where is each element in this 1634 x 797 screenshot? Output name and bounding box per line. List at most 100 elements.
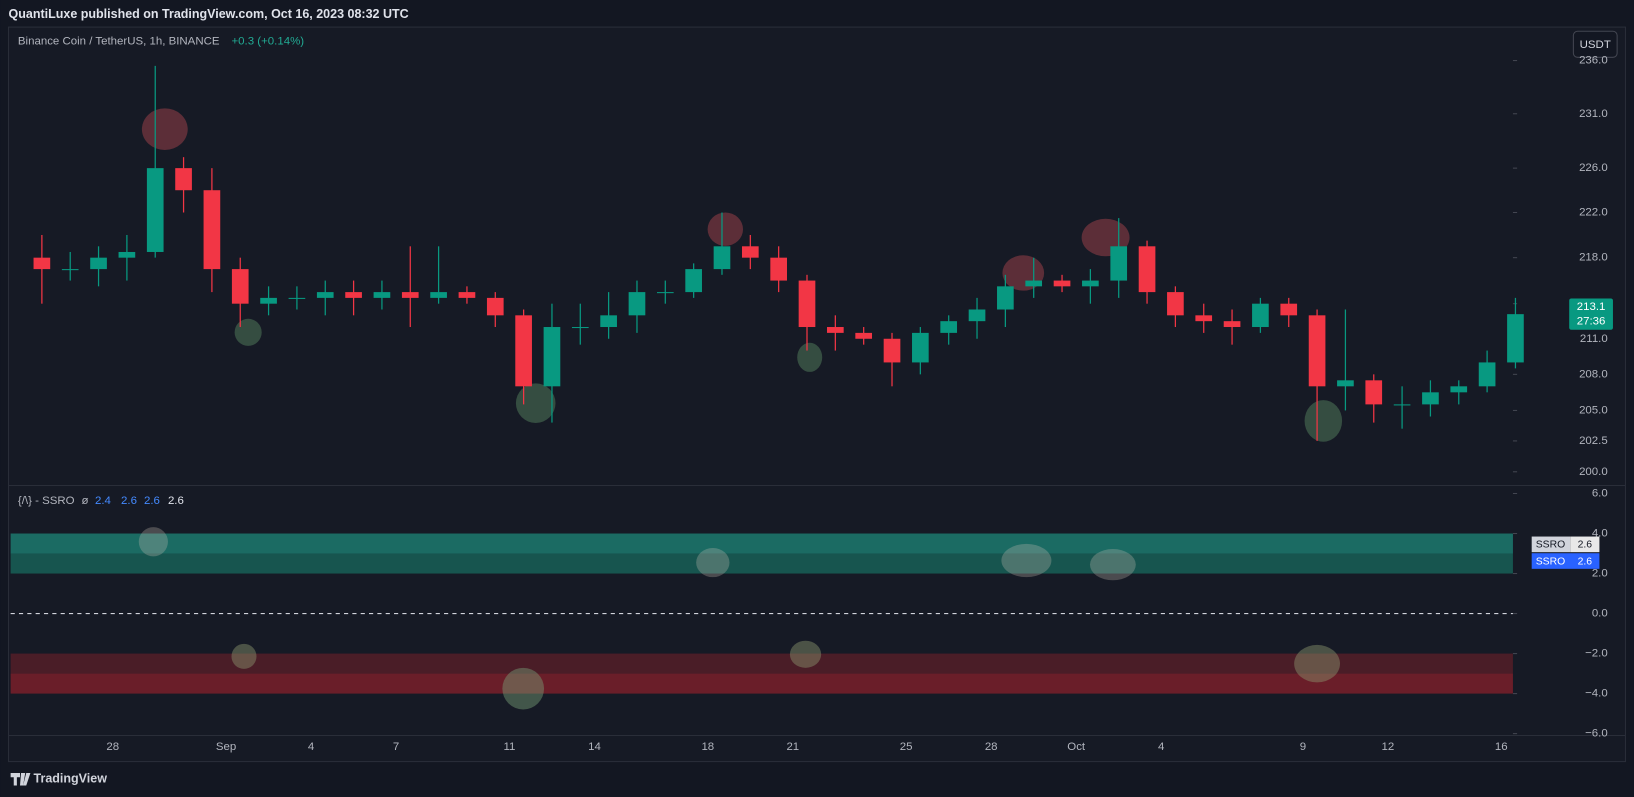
y-tick-label: −4.0 [1585, 688, 1608, 700]
candle-body [968, 309, 986, 322]
x-tick-label: 25 [900, 741, 913, 753]
candle-body [430, 292, 447, 298]
candle-body [515, 315, 532, 387]
chart-frame [8, 26, 1626, 763]
candle-body [458, 292, 476, 298]
candle-body [316, 292, 334, 298]
price-change: +0.3 (+0.14%) [231, 36, 304, 48]
candle-body [855, 332, 873, 339]
candle-body [912, 332, 929, 363]
osc-low [231, 643, 257, 669]
osc-low [1294, 644, 1340, 683]
logo-text: TradingView [34, 772, 108, 786]
currency[interactable]: USDT [1580, 39, 1611, 51]
pivot-low [515, 383, 556, 423]
pivot-high [141, 108, 188, 151]
candle-body [1478, 362, 1496, 387]
series-label-bg [1531, 536, 1571, 553]
candle-body [1167, 292, 1184, 316]
candle-body [543, 327, 561, 387]
countdown: 27:36 [1577, 315, 1606, 327]
symbol: Binance Coin / TetherUS, 1h, BINANCE [18, 36, 220, 48]
candle-body [288, 297, 306, 299]
x-tick-label: 11 [504, 741, 516, 753]
currency-button[interactable] [1572, 30, 1618, 58]
candle-body [1422, 392, 1439, 405]
y-tick-label: 208.0 [1579, 368, 1608, 380]
series-label-bg [1531, 553, 1600, 569]
pivot-low [797, 342, 823, 372]
osc-high [696, 548, 730, 578]
candle-body [656, 292, 674, 294]
y-tick-label: 4.0 [1592, 528, 1608, 540]
indicator-current: 2.6 [168, 495, 184, 507]
candle-body [770, 257, 787, 281]
y-tick-label: 200.0 [1579, 466, 1608, 478]
level-band [10, 533, 1513, 554]
candle-body [61, 269, 79, 271]
last-price-box [1569, 298, 1613, 330]
candle-body [373, 292, 391, 298]
level-band [10, 653, 1513, 674]
candle-body [260, 297, 277, 304]
band-layer [10, 533, 1513, 694]
candle-body [1195, 315, 1213, 322]
level-band [10, 673, 1513, 694]
candle-body [1337, 380, 1354, 387]
pivot-highlights [138, 108, 1343, 710]
y-tick-label: 222.0 [1579, 207, 1608, 219]
indicator-value: 2.6 [144, 495, 160, 507]
indicator-title: {/\} - SSRO [18, 495, 75, 507]
y-tick-label: −6.0 [1585, 728, 1608, 740]
y-tick-label: 205.0 [1579, 404, 1608, 416]
series-label: SSRO [1536, 556, 1565, 567]
candle-body [1025, 280, 1043, 287]
y-tick-label: 218.0 [1579, 252, 1608, 264]
candle-body [1082, 280, 1099, 287]
x-tick-label: 28 [106, 741, 119, 753]
y-tick-label: 231.0 [1579, 108, 1608, 120]
candle-body [1507, 314, 1524, 363]
candle-body [1252, 303, 1269, 328]
candle-body [175, 168, 192, 191]
y-tick-label: −2.0 [1585, 648, 1608, 660]
candle-body [33, 257, 51, 270]
candle-body [486, 297, 504, 316]
osc-low [502, 667, 545, 710]
x-tick-label: 21 [786, 741, 799, 753]
x-tick-label: 16 [1495, 741, 1508, 753]
candle-body [1450, 386, 1468, 393]
candle-body [1280, 303, 1298, 316]
osc-high [138, 527, 168, 557]
candle-body [90, 257, 107, 270]
publisher: QuantiLuxe published on TradingView.com,… [9, 7, 409, 21]
x-tick-label: 9 [1300, 741, 1306, 753]
level-band [10, 553, 1513, 574]
candle-body [713, 246, 731, 270]
candle-body [685, 269, 702, 293]
pivot-low [1304, 400, 1343, 442]
x-tick-label: Sep [216, 741, 236, 753]
candle-body [401, 292, 419, 298]
series-label-bg [1570, 536, 1600, 553]
series-value: 2.6 [1578, 540, 1593, 551]
candle-body [997, 286, 1014, 310]
x-tick-label: 4 [308, 741, 315, 753]
candle-body [146, 168, 164, 252]
candle-body [600, 315, 617, 328]
osc-high [1089, 549, 1136, 581]
candle-body [1393, 404, 1411, 406]
series-value: 2.6 [1578, 556, 1593, 567]
y-tick-label: 226.0 [1579, 162, 1608, 174]
indicator-symbol: ø [81, 495, 88, 507]
y-tick-label: 2.0 [1592, 568, 1608, 580]
x-tick-label: 18 [701, 741, 714, 753]
candle-body [1110, 246, 1128, 281]
x-tick-label: 12 [1382, 741, 1395, 753]
candle-body [203, 190, 221, 270]
candle-body [118, 251, 136, 258]
candle-body [827, 327, 844, 333]
pivot-low [234, 318, 262, 346]
x-tick-label: Oct [1067, 741, 1086, 753]
